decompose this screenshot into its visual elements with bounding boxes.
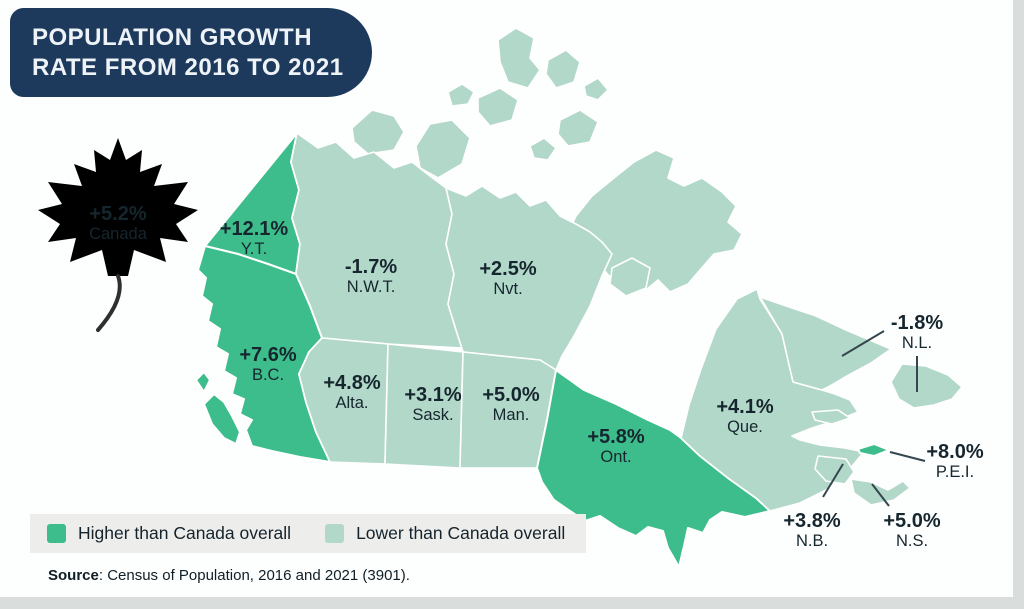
region-abbr-nwt: N.W.T. bbox=[346, 278, 396, 297]
region-abbr-sask: Sask. bbox=[412, 406, 454, 425]
region-shape-arctic-islands bbox=[351, 27, 743, 297]
region-label-nvt: +2.5% Nvt. bbox=[479, 258, 536, 299]
leader-line-nl-labrador bbox=[841, 330, 885, 357]
region-label-pei: +8.0% P.E.I. bbox=[926, 441, 983, 482]
region-abbr-alta: Alta. bbox=[335, 394, 369, 413]
region-abbr-nvt: Nvt. bbox=[493, 280, 523, 299]
leader-line-nb bbox=[822, 463, 844, 498]
source-text: : Census of Population, 2016 and 2021 (3… bbox=[98, 567, 410, 584]
region-shape-haida-gwaii bbox=[195, 371, 211, 393]
region-value-man: +5.0% bbox=[482, 384, 540, 406]
legend-swatch-lower-icon bbox=[325, 524, 345, 543]
region-value-ns: +5.0% bbox=[883, 510, 941, 532]
region-value-ont: +5.8% bbox=[587, 426, 645, 448]
canada-overall-name: Canada bbox=[89, 225, 147, 244]
region-label-alta: +4.8% Alta. bbox=[323, 372, 380, 413]
region-shape-anticosti bbox=[811, 409, 851, 425]
region-abbr-que: Que. bbox=[727, 418, 763, 437]
maple-leaf-stem bbox=[96, 274, 122, 332]
canada-overall-value: +5.2% bbox=[89, 203, 147, 225]
region-value-alta: +4.8% bbox=[323, 372, 381, 394]
region-abbr-ont: Ont. bbox=[600, 448, 632, 467]
leader-line-pei bbox=[889, 451, 926, 462]
region-value-sask: +3.1% bbox=[404, 384, 462, 406]
source-note: Source: Census of Population, 2016 and 2… bbox=[48, 567, 410, 584]
region-shape-nl-labrador bbox=[759, 296, 892, 391]
region-label-nwt: -1.7% N.W.T. bbox=[345, 256, 397, 297]
leader-line-ns bbox=[871, 483, 890, 507]
region-value-nwt: -1.7% bbox=[344, 256, 398, 278]
region-abbr-yt: Y.T. bbox=[240, 240, 268, 259]
legend-item-lower: Lower than Canada overall bbox=[325, 523, 565, 544]
region-abbr-bc: B.C. bbox=[251, 366, 285, 385]
legend-label-higher: Higher than Canada overall bbox=[78, 523, 292, 543]
canada-overall-label: +5.2% Canada bbox=[89, 203, 147, 244]
legend-label-lower: Lower than Canada overall bbox=[356, 523, 566, 543]
region-abbr-pei: P.E.I. bbox=[935, 463, 975, 482]
region-label-nb: +3.8% N.B. bbox=[783, 510, 840, 551]
region-value-bc: +7.6% bbox=[239, 344, 297, 366]
region-shape-pei bbox=[857, 443, 890, 457]
title-line1: POPULATION GROWTH bbox=[32, 24, 313, 51]
region-label-yt: +12.1% Y.T. bbox=[220, 218, 288, 259]
region-value-yt: +12.1% bbox=[219, 218, 289, 240]
region-shape-nvt bbox=[445, 185, 613, 371]
region-value-nl: -1.8% bbox=[890, 312, 944, 334]
region-value-pei: +8.0% bbox=[926, 441, 984, 463]
region-label-ont: +5.8% Ont. bbox=[587, 426, 644, 467]
region-abbr-ns: N.S. bbox=[895, 532, 929, 551]
region-label-sask: +3.1% Sask. bbox=[404, 384, 461, 425]
region-abbr-man: Man. bbox=[492, 406, 530, 425]
region-shape-vancouver-island bbox=[203, 393, 241, 445]
region-label-ns: +5.0% N.S. bbox=[883, 510, 940, 551]
region-value-que: +4.1% bbox=[716, 396, 774, 418]
source-label: Source bbox=[48, 567, 99, 584]
maple-leaf-icon bbox=[38, 138, 198, 276]
legend-swatch-higher-icon bbox=[47, 524, 66, 543]
region-shape-nb bbox=[814, 455, 855, 485]
region-shape-nl-island bbox=[890, 363, 963, 409]
region-label-nl: -1.8% N.L. bbox=[891, 312, 943, 353]
region-value-nvt: +2.5% bbox=[479, 258, 537, 280]
region-label-bc: +7.6% B.C. bbox=[239, 344, 296, 385]
region-value-nb: +3.8% bbox=[783, 510, 841, 532]
region-label-que: +4.1% Que. bbox=[716, 396, 773, 437]
region-label-man: +5.0% Man. bbox=[482, 384, 539, 425]
region-shape-bc bbox=[197, 245, 331, 463]
region-abbr-nl: N.L. bbox=[901, 334, 933, 353]
infographic-canvas: POPULATION GROWTH RATE FROM 2016 TO 2021… bbox=[0, 0, 1013, 597]
legend: Higher than Canada overall Lower than Ca… bbox=[30, 514, 586, 553]
region-shape-ont bbox=[536, 369, 771, 568]
title-line2: RATE FROM 2016 TO 2021 bbox=[32, 54, 344, 81]
region-abbr-nb: N.B. bbox=[795, 532, 829, 551]
legend-item-higher: Higher than Canada overall bbox=[47, 523, 291, 544]
title-box: POPULATION GROWTH RATE FROM 2016 TO 2021 bbox=[10, 8, 372, 97]
region-shape-ns bbox=[850, 478, 911, 506]
